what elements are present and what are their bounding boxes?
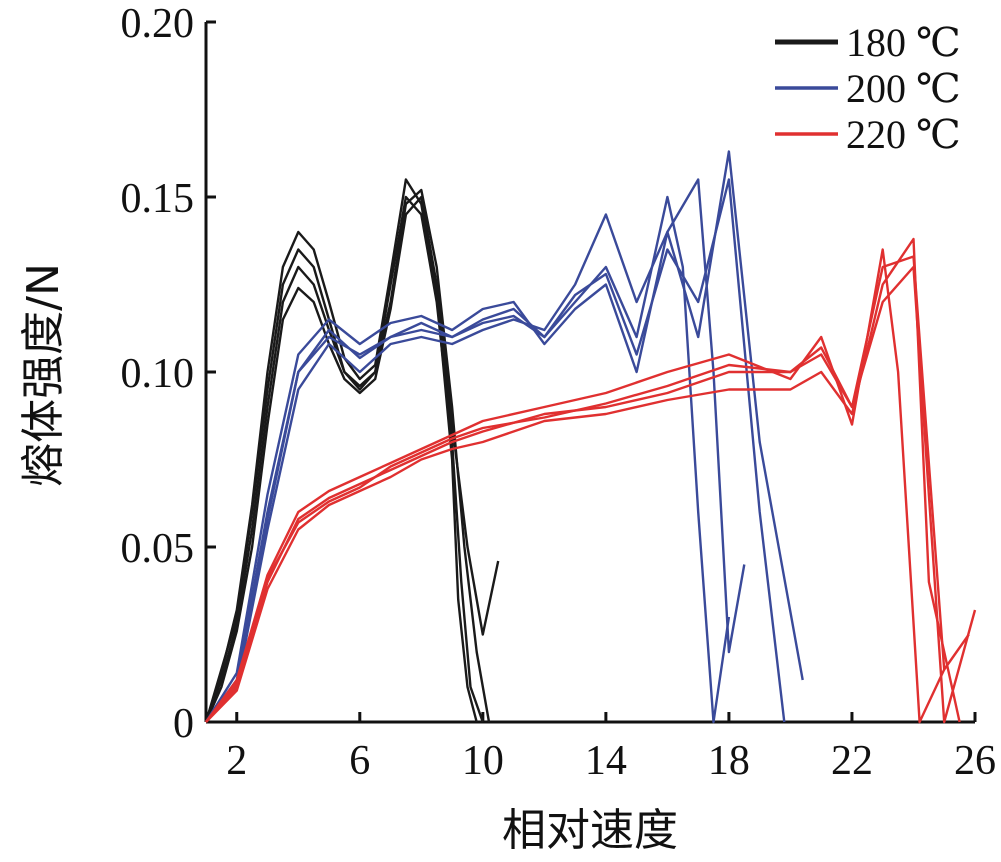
legend-label: 200 ℃ (846, 66, 961, 111)
y-ticks: 0 0.05 0.10 0.15 0.20 (121, 1, 216, 747)
y-tick-label: 0 (173, 701, 194, 747)
series-line (205, 248, 946, 724)
legend-label: 220 ℃ (846, 112, 961, 157)
x-tick-label: 2 (226, 738, 247, 784)
series-line (205, 178, 746, 723)
series-200c (204, 150, 804, 724)
axes: 2 6 10 14 18 22 26 00.050.100.150.20 (121, 1, 997, 784)
x-tick-label: 14 (585, 738, 627, 784)
series-line (205, 255, 970, 723)
legend-label: 180 ℃ (846, 20, 961, 65)
x-tick-label: 10 (462, 738, 504, 784)
series-line (204, 178, 478, 723)
x-tick-label: 26 (954, 738, 996, 784)
y-tick-label: 0.10 (121, 351, 195, 397)
series-220c (205, 237, 977, 724)
series-line (204, 150, 804, 723)
x-tick-label: 18 (708, 738, 750, 784)
x-ticks: 2 6 10 14 18 22 26 (226, 712, 996, 784)
y-tick-label: 0.15 (121, 176, 195, 222)
y-tick-label: 0.20 (121, 1, 195, 47)
x-axis-title: 相对速度 (502, 805, 678, 856)
series-line (204, 195, 500, 723)
x-tick-label: 22 (831, 738, 873, 784)
series-line (205, 265, 977, 724)
series-line (205, 178, 786, 723)
y-tick-label: 0.05 (121, 526, 195, 572)
plot-area (204, 150, 977, 724)
series-180c (204, 178, 500, 723)
x-tick-label: 6 (349, 738, 370, 784)
y-axis-title: 熔体强度/N (18, 263, 69, 487)
series-line (204, 188, 491, 723)
series-line (205, 237, 961, 723)
